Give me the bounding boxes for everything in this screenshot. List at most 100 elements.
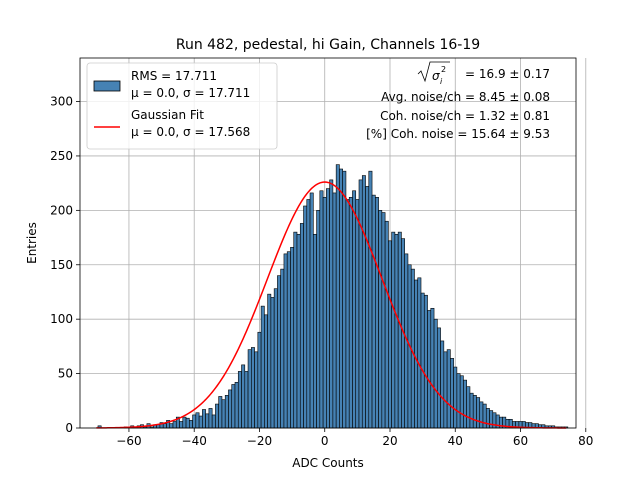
histogram-bar xyxy=(264,314,268,429)
x-tick-label: 0 xyxy=(321,434,329,448)
histogram-bar xyxy=(348,196,353,429)
histogram-bar xyxy=(290,247,295,429)
x-tick-label: −40 xyxy=(182,434,207,448)
histogram-bar xyxy=(433,318,438,429)
histogram-bar xyxy=(237,371,242,429)
histogram-bar xyxy=(361,175,366,429)
histogram-bar xyxy=(437,327,441,429)
svg-text:i: i xyxy=(440,77,443,86)
x-tick-label: −20 xyxy=(247,434,272,448)
pct-coh-noise-text: [%] Coh. noise = 15.64 ± 9.53 xyxy=(366,127,550,141)
histogram-bar xyxy=(228,389,233,429)
x-tick-label: 40 xyxy=(448,434,463,448)
histogram-bar xyxy=(208,408,213,429)
histogram-bar xyxy=(322,196,327,429)
histogram-bar xyxy=(257,331,262,429)
histogram-bar xyxy=(260,305,265,429)
histogram-bar xyxy=(368,170,373,429)
gaussian-fit-curve xyxy=(96,181,567,429)
legend-histogram-label: RMS = 17.711 xyxy=(131,69,217,83)
histogram-bar xyxy=(306,199,311,429)
histogram-bar xyxy=(254,351,259,429)
histogram-bar xyxy=(358,179,363,429)
histogram-bar xyxy=(394,233,399,429)
chart-title: Run 482, pedestal, hi Gain, Channels 16-… xyxy=(176,37,480,53)
histogram-bar xyxy=(453,366,458,429)
histogram-bar xyxy=(185,417,190,429)
histogram-bar xyxy=(241,364,246,429)
histogram-bar xyxy=(489,410,494,429)
y-tick-label: 250 xyxy=(50,149,73,163)
histogram-bar xyxy=(332,192,337,429)
histogram-bar xyxy=(293,231,298,429)
noise-annotations: σ i 2 = 16.9 ± 0.17 Avg. noise/ch = 8.45… xyxy=(366,61,550,141)
histogram-bar xyxy=(352,190,357,429)
histogram-bar xyxy=(182,416,187,429)
histogram-bar xyxy=(375,196,379,429)
legend: RMS = 17.711 μ = 0.0, σ = 17.711 Gaussia… xyxy=(86,62,278,150)
histogram-bar xyxy=(211,414,216,429)
histogram-bar xyxy=(283,253,288,429)
legend-box xyxy=(86,62,278,150)
histogram-bar xyxy=(319,190,324,429)
coh-noise-text: Coh. noise/ch = 1.32 ± 0.81 xyxy=(380,109,550,123)
histogram-bar xyxy=(459,375,464,429)
histogram-bar xyxy=(247,349,252,429)
x-axis-ticks: −60 −40 −20 0 20 40 60 80 xyxy=(116,428,593,448)
histogram-bar xyxy=(267,293,272,429)
histogram-bar xyxy=(299,223,304,429)
histogram-bar xyxy=(192,414,197,429)
histogram-bar xyxy=(371,194,376,429)
svg-text:σ: σ xyxy=(432,69,440,83)
histogram-bar xyxy=(270,297,275,429)
histogram-bar xyxy=(277,275,281,429)
histogram-bar xyxy=(420,292,425,429)
x-axis-label: ADC Counts xyxy=(292,456,364,470)
histogram-bar xyxy=(381,212,386,429)
histogram-bar xyxy=(309,192,314,429)
histogram-bar xyxy=(485,408,490,429)
histogram-bar xyxy=(469,392,474,429)
y-tick-label: 0 xyxy=(65,421,73,435)
histogram-bar xyxy=(440,340,445,429)
legend-histogram-stats: μ = 0.0, σ = 17.711 xyxy=(131,86,250,100)
histogram-bar xyxy=(466,386,471,429)
histogram-bar xyxy=(427,310,432,429)
y-tick-label: 100 xyxy=(50,312,73,326)
histogram-bar xyxy=(446,349,451,429)
histogram-bar xyxy=(443,351,448,429)
histogram-bar xyxy=(224,395,229,429)
histogram-bar xyxy=(391,231,396,429)
histogram-bar xyxy=(463,379,467,429)
legend-fit-label: Gaussian Fit xyxy=(131,108,204,122)
histogram-bar xyxy=(273,288,278,429)
histogram-bar xyxy=(218,396,223,429)
histogram-bar xyxy=(215,403,219,429)
histogram-bar xyxy=(326,188,330,429)
histogram-bar xyxy=(202,409,206,429)
histogram-bar xyxy=(286,251,291,429)
y-axis-label: Entries xyxy=(25,222,39,264)
histogram-bar xyxy=(345,199,350,429)
histogram-bar xyxy=(456,373,461,429)
histogram-bar xyxy=(195,412,200,429)
histogram-bar xyxy=(365,186,370,429)
histogram-bar xyxy=(189,420,193,429)
histogram-bar xyxy=(414,279,419,429)
histogram-bar xyxy=(280,268,285,429)
histogram-bar xyxy=(303,205,308,429)
sigma-sum-value: = 16.9 ± 0.17 xyxy=(465,67,550,81)
histogram-bar xyxy=(423,294,428,429)
histogram-bar xyxy=(472,395,477,429)
histogram-bar xyxy=(479,401,484,429)
histogram-bar xyxy=(397,231,402,429)
histogram-bar xyxy=(417,277,422,429)
histogram-bar xyxy=(221,399,226,429)
histogram-bar xyxy=(231,384,236,429)
histogram-bar xyxy=(476,397,481,429)
histogram-bar xyxy=(430,307,435,429)
legend-fit-stats: μ = 0.0, σ = 17.568 xyxy=(131,125,250,139)
y-tick-label: 150 xyxy=(50,258,73,272)
histogram-bar xyxy=(355,199,360,429)
